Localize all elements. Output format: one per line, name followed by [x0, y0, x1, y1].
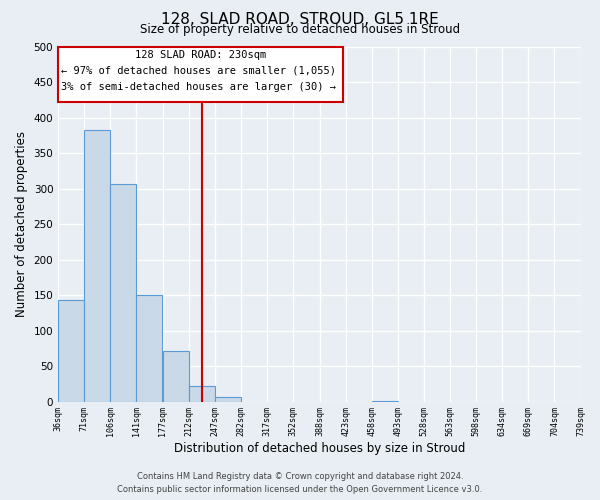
Bar [372, 401, 398, 402]
Bar [189, 386, 215, 402]
Bar [163, 351, 189, 402]
Text: Size of property relative to detached houses in Stroud: Size of property relative to detached ho… [140, 24, 460, 36]
FancyBboxPatch shape [58, 46, 343, 102]
Bar [136, 295, 162, 402]
Bar [110, 184, 136, 402]
Text: 128, SLAD ROAD, STROUD, GL5 1RE: 128, SLAD ROAD, STROUD, GL5 1RE [161, 12, 439, 28]
Text: 3% of semi-detached houses are larger (30) →: 3% of semi-detached houses are larger (3… [61, 82, 336, 92]
Bar [84, 130, 110, 402]
X-axis label: Distribution of detached houses by size in Stroud: Distribution of detached houses by size … [173, 442, 465, 455]
Bar [215, 396, 241, 402]
Text: Contains HM Land Registry data © Crown copyright and database right 2024.
Contai: Contains HM Land Registry data © Crown c… [118, 472, 482, 494]
Y-axis label: Number of detached properties: Number of detached properties [15, 131, 28, 317]
Bar [58, 300, 84, 402]
Text: 128 SLAD ROAD: 230sqm: 128 SLAD ROAD: 230sqm [135, 50, 266, 60]
Text: ← 97% of detached houses are smaller (1,055): ← 97% of detached houses are smaller (1,… [61, 66, 336, 76]
